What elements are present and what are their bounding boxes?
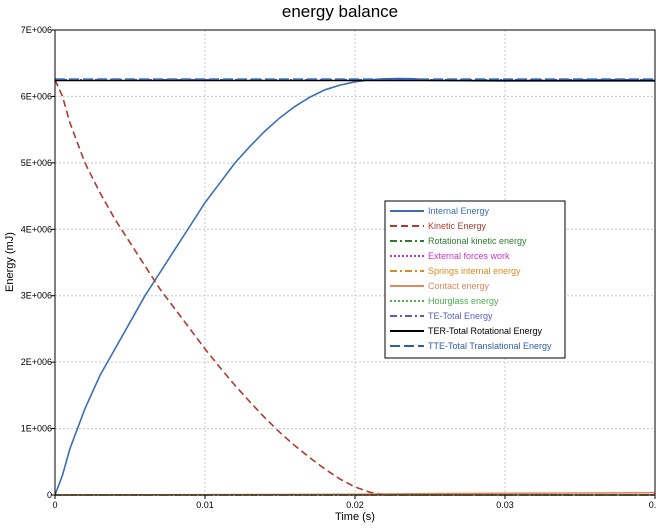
legend: Internal Energy Kinetic Energy Rotational … — [384, 200, 566, 359]
x-tick-label: 0 — [52, 500, 57, 510]
legend-label-internal-energy: Internal Energy — [428, 206, 490, 216]
x-tick-label: 0.02 — [346, 500, 364, 510]
y-tick-label: 5E+006 — [21, 158, 52, 168]
legend-label-hourglass-energy: Hourglass energy — [428, 296, 499, 306]
legend-label-contact-energy: Contact energy — [428, 281, 490, 291]
legend-label-rotational-kinetic-energy: Rotational kinetic energy — [428, 236, 527, 246]
y-axis-label: Energy (mJ) — [4, 232, 16, 292]
legend-label-tte-total-translational-energy: TTE-Total Translational Energy — [428, 341, 552, 351]
legend-label-external-forces-work: External forces work — [428, 251, 510, 261]
y-tick-label: 7E+006 — [21, 25, 52, 35]
y-tick-label: 6E+006 — [21, 91, 52, 101]
y-tick-label: 2E+006 — [21, 357, 52, 367]
x-tick-label: 0.03 — [496, 500, 514, 510]
y-tick-label: 3E+006 — [21, 291, 52, 301]
y-tick-label: 4E+006 — [21, 224, 52, 234]
legend-items: Internal Energy Kinetic Energy Rotational … — [390, 206, 552, 351]
series-line-internal-energy — [54, 77, 655, 496]
legend-label-ter-total-rotational-energy: TER-Total Rotational Energy — [428, 326, 543, 336]
grid-layer — [55, 30, 655, 495]
legend-label-te-total-energy: TE-Total Energy — [428, 311, 493, 321]
tick-layer: 0 0.01 0.02 0.03 0.0 0 1E+006 2E+006 3E+006 4E+00… — [21, 25, 656, 510]
legend-label-springs-internal-energy: Springs internal energy — [428, 266, 521, 276]
x-axis-label: Time (s) — [335, 511, 375, 523]
x-tick-label: 0.01 — [196, 500, 214, 510]
x-tick-label: 0.0 — [649, 500, 656, 510]
y-tick-label: 1E+006 — [21, 424, 52, 434]
y-tick-label: 0 — [47, 490, 52, 500]
legend-label-kinetic-energy: Kinetic Energy — [428, 221, 487, 231]
chart-title: energy balance — [282, 2, 398, 21]
